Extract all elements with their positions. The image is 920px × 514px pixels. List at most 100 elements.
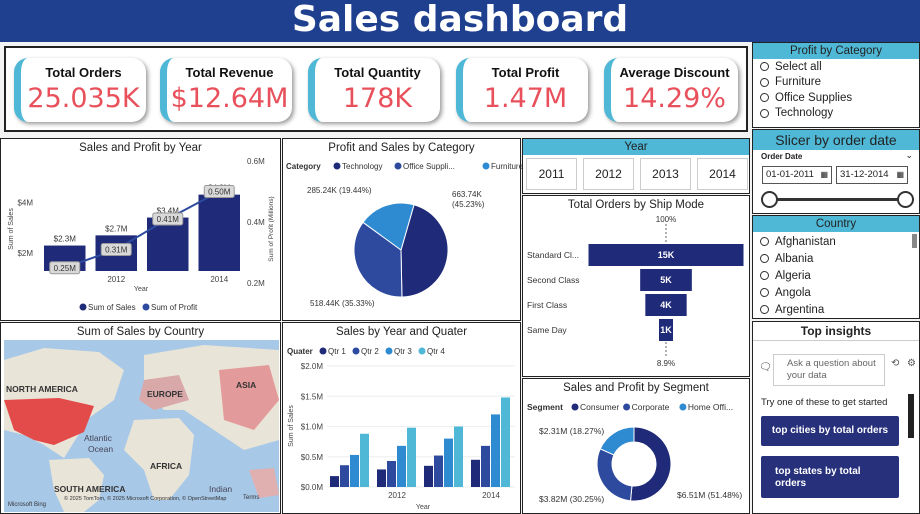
- slicer-option[interactable]: Select all: [753, 59, 919, 75]
- radio-icon: [760, 237, 769, 246]
- profit-data-label: 0.25M: [54, 264, 77, 273]
- year-button-2014[interactable]: 2014: [697, 158, 748, 190]
- option-label: Select all: [775, 60, 822, 73]
- map-label: Ocean: [88, 444, 113, 454]
- funnel-data-label: 15K: [658, 250, 675, 260]
- legend-label: Home Offi...: [688, 402, 733, 412]
- slicer-option[interactable]: Furniture: [753, 75, 919, 91]
- legend-label: Sum of Profit: [151, 303, 198, 312]
- profit-label-bg: [100, 242, 132, 256]
- world-map[interactable]: NORTH AMERICA EUROPE ASIA Atlantic Ocean…: [4, 340, 279, 512]
- scrollbar[interactable]: [912, 234, 917, 248]
- legend-marker: [418, 347, 426, 355]
- chart-title: Sales by Year and Quater: [335, 326, 468, 338]
- y2-tick-label: 0.6M: [247, 157, 265, 166]
- legend-title: Category: [286, 162, 321, 171]
- radio-icon: [760, 62, 769, 72]
- x-axis-label: Year: [416, 504, 431, 511]
- country-option[interactable]: Argentina: [753, 301, 919, 318]
- quarter-bar: [377, 469, 386, 487]
- legend-marker: [385, 347, 393, 355]
- funnel-data-label: 1K: [660, 325, 672, 335]
- funnel-bottom-pct: 8.9%: [657, 359, 675, 368]
- slicer-option[interactable]: Office Supplies: [753, 90, 919, 106]
- legend-label: Sum of Sales: [88, 303, 136, 312]
- insight-button-cities[interactable]: top cities by total orders: [761, 416, 899, 446]
- kpi-title: Average Discount: [619, 65, 730, 80]
- range-start-handle[interactable]: [761, 191, 778, 208]
- scrollbar[interactable]: [908, 394, 914, 438]
- bar-data-label: $3.4M: [157, 207, 180, 216]
- y-axis-label: Sum of Sales: [8, 208, 15, 250]
- insight-button-states[interactable]: top states by total orders: [761, 456, 899, 498]
- kpi-card-orders: Total Orders 25.035K: [14, 58, 146, 122]
- pie-slice: [400, 204, 449, 298]
- usa-region[interactable]: [4, 398, 94, 445]
- gear-icon[interactable]: ⚙: [907, 358, 916, 369]
- legend-label: Qtr 3: [394, 347, 412, 356]
- legend-label: Furniture: [491, 162, 522, 171]
- kpi-title: Total Quantity: [334, 65, 421, 80]
- funnel-category-label: First Class: [527, 300, 567, 310]
- slice-label: $6.51M (51.48%): [677, 490, 742, 500]
- date-slicer: Slicer by order date Order Date ⌄ 01-01-…: [752, 129, 920, 214]
- slicer-title: Profit by Category: [753, 43, 919, 59]
- slice-label: $2.31M (18.27%): [539, 426, 604, 436]
- funnel-category-label: Standard Cl...: [527, 250, 579, 260]
- map-label: ASIA: [236, 380, 256, 390]
- y2-axis-label: Sum of Profit (Millions): [268, 196, 275, 261]
- sales-quarter-chart: Sales by Year and Quater Quater Qtr 1 Qtr …: [282, 322, 521, 514]
- option-label: Technology: [775, 107, 834, 120]
- x-tick-label: 2014: [482, 491, 500, 500]
- kpi-title: Total Revenue: [185, 65, 274, 80]
- legend-label: Consumer: [580, 402, 619, 412]
- end-date-input[interactable]: 31-12-2014 ▦: [836, 166, 908, 184]
- slice-label: $3.82M (30.25%): [539, 494, 604, 504]
- range-end-handle[interactable]: [897, 191, 914, 208]
- legend-marker: [571, 403, 579, 411]
- sales-bar: [147, 217, 189, 271]
- legend-title: Segment: [527, 402, 563, 412]
- segment-donut-plot: Segment Consumer Corporate Home Offi... $6.5…: [527, 402, 742, 504]
- kpi-value: 25.035K: [27, 83, 140, 114]
- x-tick-label: 2012: [107, 275, 125, 284]
- quarter-bar: [397, 445, 406, 487]
- radio-icon: [760, 108, 769, 118]
- country-option[interactable]: Algeria: [753, 267, 919, 284]
- map-label: EUROPE: [147, 389, 183, 399]
- refresh-icon[interactable]: ⟲: [891, 358, 900, 369]
- y2-tick-label: 0.4M: [247, 218, 265, 227]
- quarter-bar: [387, 460, 396, 487]
- qna-input[interactable]: Ask a question about your data: [773, 354, 885, 386]
- terms-link[interactable]: Terms: [243, 495, 259, 501]
- chevron-down-icon[interactable]: ⌄: [905, 150, 913, 160]
- country-option[interactable]: Afghanistan: [753, 233, 919, 250]
- option-label: Albania: [775, 252, 814, 265]
- quarter-bar: [424, 465, 433, 487]
- bar-data-label: $2.7M: [105, 224, 128, 233]
- y-tick-label: $2.0M: [301, 362, 324, 371]
- legend-marker: [394, 162, 402, 170]
- radio-icon: [760, 271, 769, 280]
- legend-marker: [679, 403, 687, 411]
- slicer-option[interactable]: Technology: [753, 106, 919, 122]
- country-option[interactable]: Angola: [753, 284, 919, 301]
- option-label: Algeria: [775, 269, 811, 282]
- year-button-2013[interactable]: 2013: [640, 158, 691, 190]
- year-button-2012[interactable]: 2012: [583, 158, 634, 190]
- radio-icon: [760, 288, 769, 297]
- start-date-input[interactable]: 01-01-2011 ▦: [762, 166, 832, 184]
- chart-title: Sum of Sales by Country: [76, 326, 205, 338]
- slicer-title: Country: [753, 216, 919, 232]
- kpi-card-revenue: Total Revenue $12.64M: [160, 58, 292, 122]
- funnel-bar: [645, 294, 687, 316]
- quarter-bar: [471, 459, 480, 487]
- country-option[interactable]: Albania: [753, 250, 919, 267]
- legend-label: Technology: [342, 162, 382, 171]
- kpi-strip: Total Orders 25.035K Total Revenue $12.64M…: [4, 46, 748, 132]
- donut-slice: [629, 426, 672, 502]
- quarter-bar: [360, 433, 369, 487]
- calendar-icon: ▦: [896, 170, 904, 179]
- pie-slice: [353, 221, 403, 298]
- year-button-2011[interactable]: 2011: [526, 158, 577, 190]
